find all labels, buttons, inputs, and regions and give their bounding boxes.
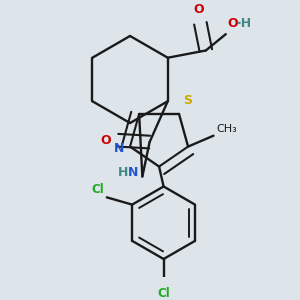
- Text: N: N: [114, 142, 124, 155]
- Text: S: S: [183, 94, 192, 107]
- Text: Cl: Cl: [91, 182, 104, 196]
- Text: O: O: [228, 16, 238, 30]
- Text: ·H: ·H: [237, 16, 252, 30]
- Text: Cl: Cl: [157, 287, 170, 300]
- Text: H: H: [118, 167, 128, 179]
- Text: O: O: [193, 3, 204, 16]
- Text: O: O: [100, 134, 111, 147]
- Text: N: N: [128, 167, 139, 179]
- Text: CH₃: CH₃: [216, 124, 237, 134]
